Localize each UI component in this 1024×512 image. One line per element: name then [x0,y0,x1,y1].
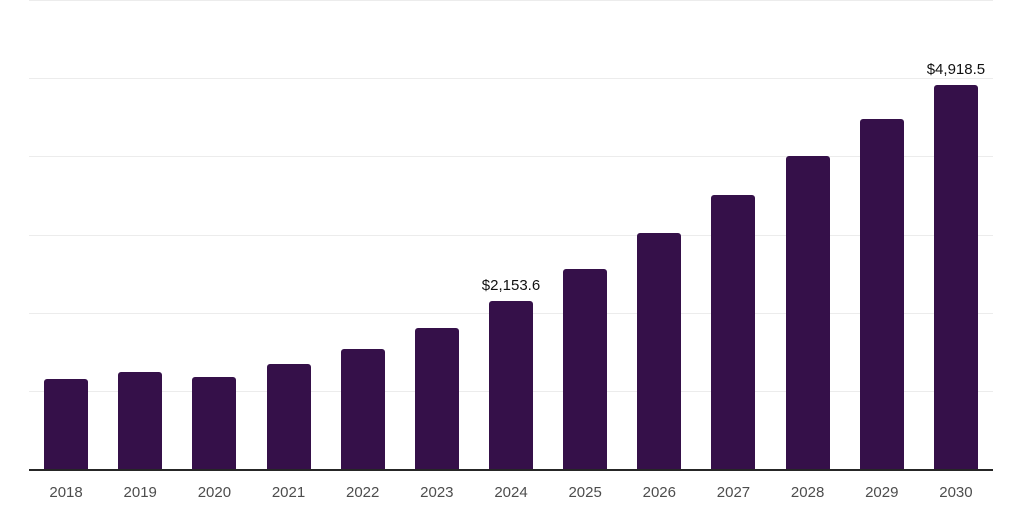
bar-2020 [192,376,237,470]
bar-2029 [859,119,904,470]
bar-2019 [118,371,163,470]
x-axis-label-2029: 2029 [865,484,899,501]
bar-2026 [637,232,682,470]
x-axis-label-2026: 2026 [642,484,676,501]
x-axis-label-2021: 2021 [271,484,306,501]
gridline-4000 [29,156,993,158]
bar-2024 [489,301,533,470]
x-axis-label-2028: 2028 [790,484,825,501]
bar-2023 [414,327,459,470]
x-axis-label-2030: 2030 [939,484,973,501]
plot-area: $2,153.6 $4,918.5 [29,0,993,470]
gridline-6000 [29,0,993,1]
x-axis-label-2027: 2027 [716,484,751,501]
x-axis-label-2023: 2023 [420,484,454,501]
x-axis-label-2020: 2020 [197,484,232,501]
bar-2022 [340,348,385,470]
data-label-2030: $4,918.5 [926,60,986,78]
x-axis-label-2025: 2025 [568,484,602,501]
bar-2021 [266,363,311,470]
bar-2018 [44,378,89,470]
bar-2028 [785,156,830,470]
x-axis-line [29,469,993,471]
bar-2027 [711,194,756,470]
data-label-2024: $2,153.6 [481,277,541,295]
bar-2030 [933,84,978,470]
gridline-3000 [29,234,993,236]
bar-2025 [563,268,608,470]
gridline-5000 [29,77,993,79]
x-axis-label-2018: 2018 [49,484,83,501]
x-axis-label-2022: 2022 [346,484,380,501]
x-axis-label-2024: 2024 [494,484,528,501]
x-axis-label-2019: 2019 [123,484,157,501]
